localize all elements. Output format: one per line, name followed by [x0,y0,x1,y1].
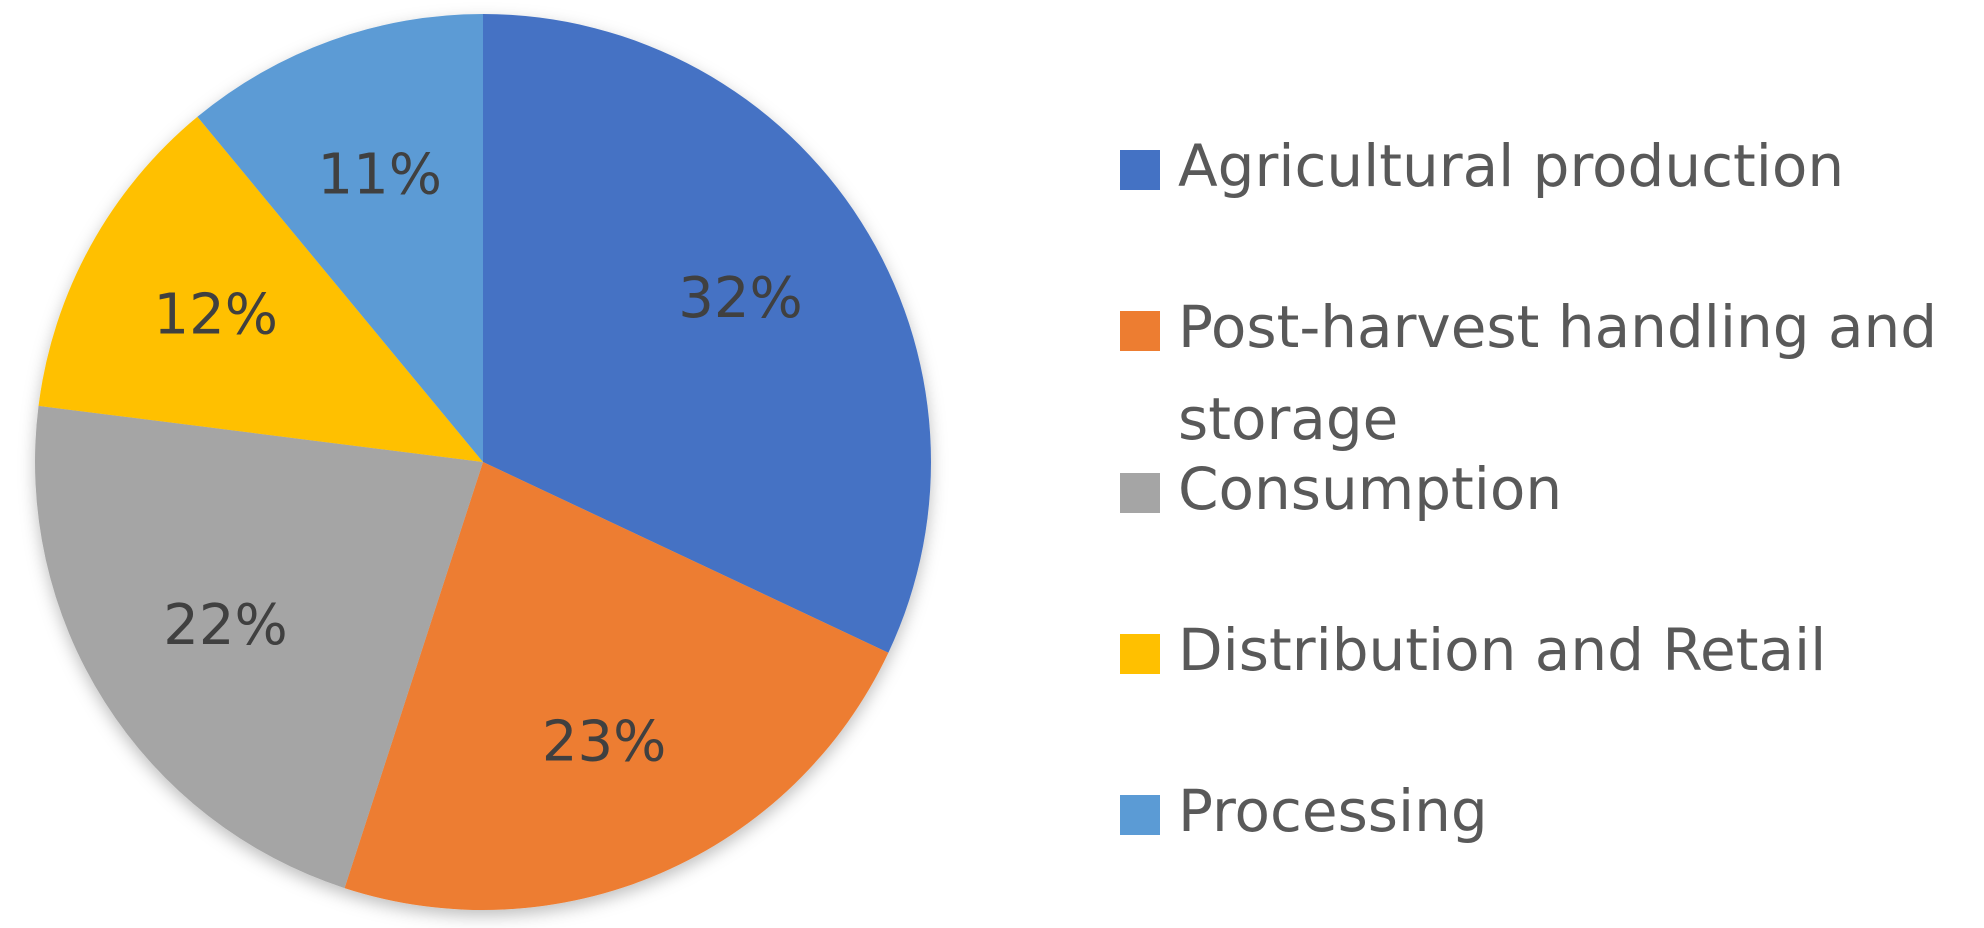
pie-slices [34,14,931,910]
legend-label-distribution-and-retail: Distribution and Retail [1178,616,1827,684]
pie-slice-distribution-and-retail[interactable] [38,116,483,462]
legend-label-processing: Processing [1178,777,1488,845]
legend-label-agricultural-production: Agricultural production [1178,132,1845,200]
legend-label-consumption: Consumption [1178,455,1563,523]
legend-item-consumption[interactable]: Consumption [1120,443,1562,535]
legend-item-post-harvest-handling[interactable]: Post-harvest handling and storage [1120,281,1970,465]
slice-label-distribution-and-retail: 12% [153,283,277,348]
pie-slice-post-harvest-handling[interactable] [344,462,889,910]
legend-swatch-agricultural-production [1120,150,1160,190]
slice-label-consumption: 22% [163,593,287,658]
pie-slice-agricultural-production[interactable] [483,14,931,653]
legend-swatch-processing [1120,795,1160,835]
pie-slice-processing[interactable] [197,14,483,462]
legend-item-agricultural-production[interactable]: Agricultural production [1120,120,1844,212]
legend-swatch-consumption [1120,473,1160,513]
slice-label-processing: 11% [317,143,441,208]
slice-label-post-harvest-handling: 23% [542,709,666,774]
legend-item-processing[interactable]: Processing [1120,765,1488,857]
slice-label-agricultural-production: 32% [678,266,802,331]
legend-swatch-distribution-and-retail [1120,634,1160,674]
legend-swatch-post-harvest-handling [1120,311,1160,351]
slice-labels: 32% 23% 22% 12% 11% [153,143,802,775]
pie-slice-consumption[interactable] [34,405,483,889]
legend-item-distribution-and-retail[interactable]: Distribution and Retail [1120,604,1826,696]
legend-label-post-harvest-handling: Post-harvest handling and storage [1178,293,1938,453]
